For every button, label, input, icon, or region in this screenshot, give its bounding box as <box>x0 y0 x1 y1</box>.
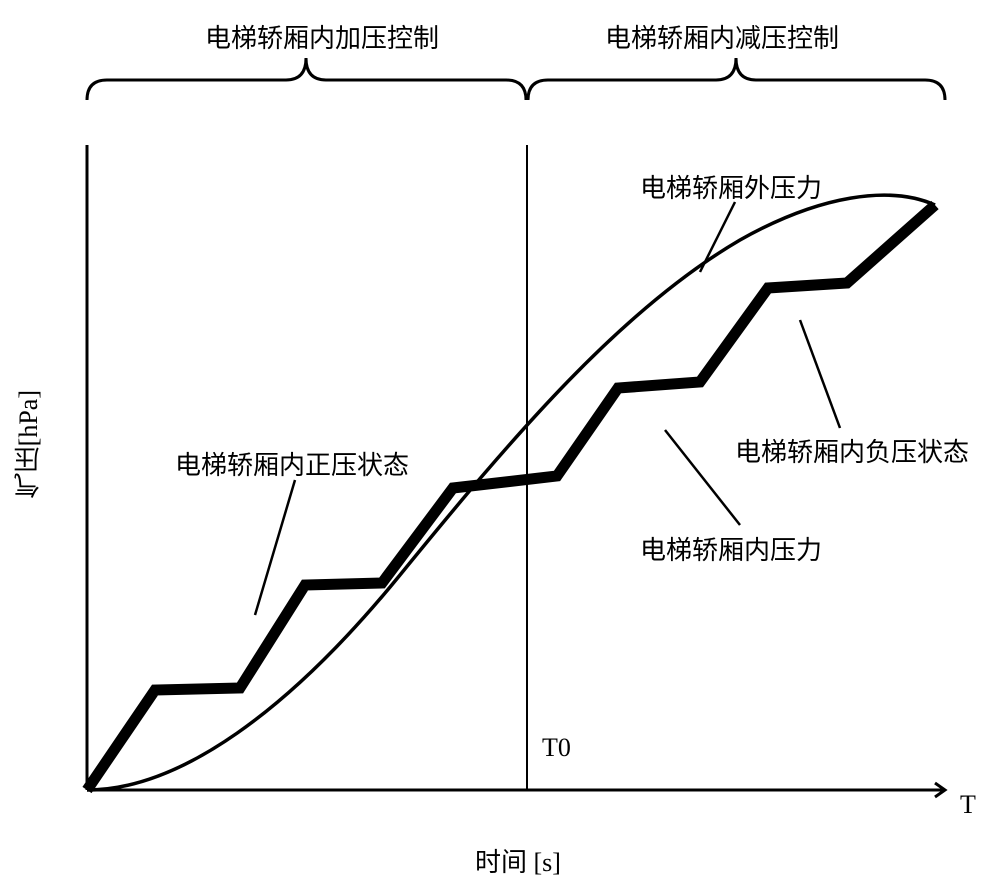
brace-right-label: 电梯轿厢内减压控制 <box>605 18 839 55</box>
x-axis-label: 时间 [s] <box>475 842 561 879</box>
y-axis-label: 气压[hPa] <box>10 390 47 498</box>
brace-left-label: 电梯轿厢内加压控制 <box>205 18 439 55</box>
t-end-label: T <box>960 790 976 820</box>
chart-container: 电梯轿厢内加压控制 电梯轿厢内减压控制 电梯轿厢外压力 电梯轿厢内压力 电梯轿厢… <box>0 0 1000 887</box>
leader-positive <box>255 480 295 615</box>
outside-pressure-label: 电梯轿厢外压力 <box>640 168 822 205</box>
brace-right <box>528 58 945 100</box>
leader-negative <box>800 320 840 428</box>
brace-left <box>87 58 526 100</box>
negative-state-label: 电梯轿厢内负压状态 <box>735 432 969 469</box>
leader-inside <box>665 430 740 525</box>
positive-state-label: 电梯轿厢内正压状态 <box>175 445 409 482</box>
inside-pressure-label: 电梯轿厢内压力 <box>640 530 822 567</box>
t0-label: T0 <box>542 733 571 763</box>
inside-pressure-line <box>87 205 935 790</box>
leader-outside <box>700 202 735 272</box>
